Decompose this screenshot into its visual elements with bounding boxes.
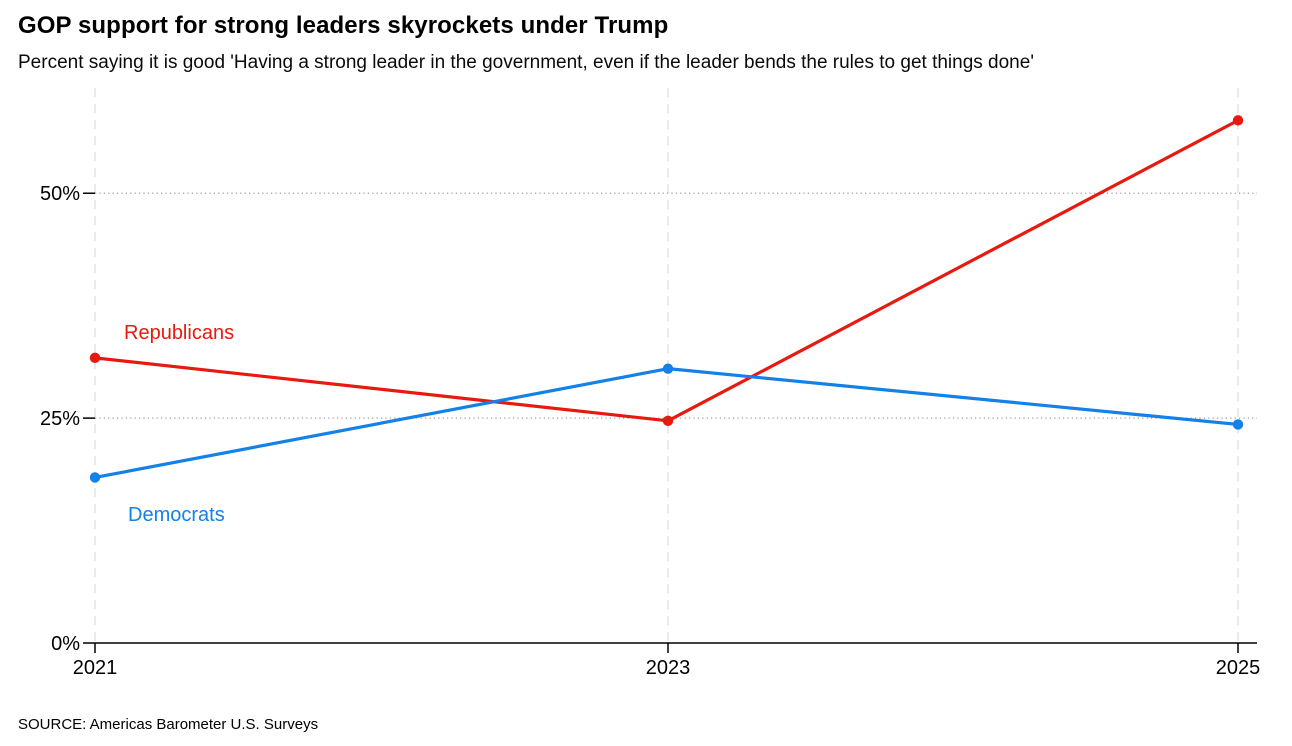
y-tick-label-0%: 0% xyxy=(51,633,80,655)
chart-subtitle: Percent saying it is good 'Having a stro… xyxy=(18,52,1034,73)
republicans-point-2021 xyxy=(89,352,101,364)
republicans-series-label: Republicans xyxy=(124,322,234,344)
republicans-line xyxy=(93,118,1240,423)
x-tick-label-2023: 2023 xyxy=(646,657,691,679)
republicans-point-2023 xyxy=(662,415,674,427)
x-tick-label-2021: 2021 xyxy=(73,657,118,679)
chart-source: SOURCE: Americas Barometer U.S. Surveys xyxy=(18,716,319,733)
y-tick-label-50%: 50% xyxy=(40,183,80,205)
democrats-point-2023 xyxy=(662,363,674,374)
x-tick-label-2025: 2025 xyxy=(1216,657,1261,679)
y-tick-label-25%: 25% xyxy=(40,408,80,430)
democrats-point-2025 xyxy=(1232,419,1244,430)
republicans-point-2025 xyxy=(1232,115,1244,126)
democrats-point-2021 xyxy=(89,472,101,483)
democrats-series-label: Democrats xyxy=(128,504,225,526)
chart-title: GOP support for strong leaders skyrocket… xyxy=(18,12,669,39)
